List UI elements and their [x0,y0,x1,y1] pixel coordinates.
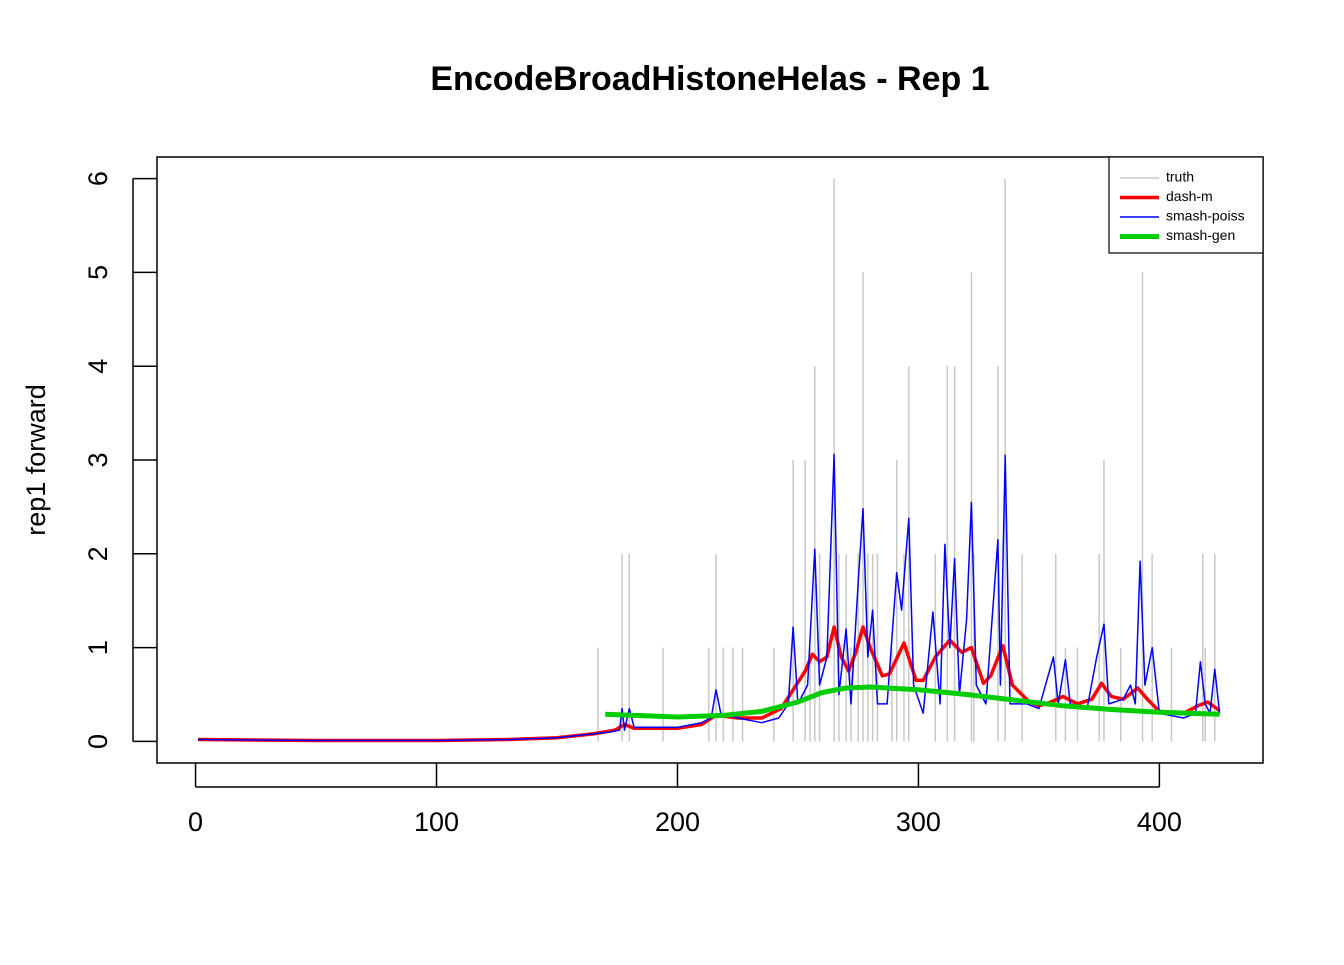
plot-area [197,178,1221,743]
y-tick-label: 0 [83,734,113,749]
chart-title: EncodeBroadHistoneHelas - Rep 1 [430,60,989,98]
y-tick-label: 5 [83,265,113,280]
legend-label: smash-poiss [1166,208,1245,224]
x-tick-label: 300 [896,807,941,837]
y-tick-label: 6 [83,171,113,186]
y-tick-label: 4 [83,359,113,374]
x-tick-label: 100 [414,807,459,837]
legend: truth dash-m smash-poiss smash-gen [1108,156,1264,254]
y-axis-label: rep1 forward [21,384,51,536]
x-tick-label: 0 [188,807,203,837]
legend-label: dash-m [1166,188,1213,204]
x-tick-label: 400 [1137,807,1182,837]
y-tick-label: 3 [83,452,113,467]
y-tick-label: 2 [83,546,113,561]
y-tick-label: 1 [83,640,113,655]
legend-label: smash-gen [1166,227,1235,243]
series-line [197,453,1221,742]
x-tick-label: 200 [655,807,700,837]
series-line [605,684,1220,720]
legend-label: truth [1166,169,1194,185]
